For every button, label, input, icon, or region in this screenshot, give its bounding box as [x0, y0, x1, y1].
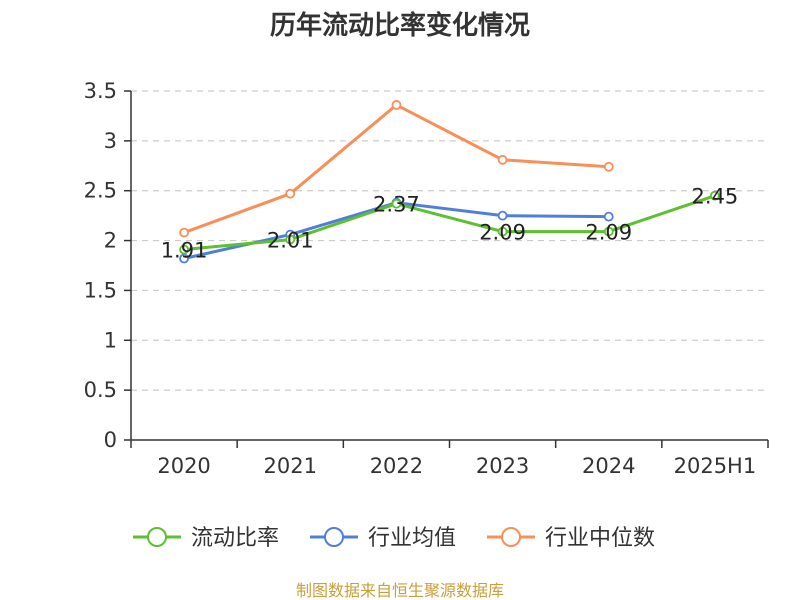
legend-item-0: 流动比率 [133, 526, 279, 551]
legend-label: 行业中位数 [545, 526, 655, 551]
data-point [391, 198, 402, 209]
data-point [179, 253, 189, 264]
legend-item-2: 行业中位数 [487, 526, 655, 551]
data-point [285, 234, 296, 245]
legend: 流动比率 行业均值 行业中位数 [133, 526, 655, 551]
axes: 0 0.5 1 1.5 2 2.5 3 3.5 2020 2021 2022 2023 2024 2025… [84, 79, 769, 478]
data-point [497, 226, 508, 237]
x-tick-label: 2020 [157, 454, 210, 478]
data-point [179, 244, 189, 255]
series-group [179, 100, 720, 264]
series-2 [179, 100, 614, 238]
data-labels: 1.91 2.01 2.37 2.09 2.09 2.45 [161, 185, 739, 263]
data-point [710, 190, 720, 201]
series-line-0 [183, 194, 716, 252]
series-0 [179, 190, 720, 255]
y-tick-label: 0.5 [84, 378, 117, 402]
x-tick-label: 2022 [370, 454, 423, 478]
y-tick-label: 0 [104, 428, 117, 452]
data-point [497, 154, 508, 165]
grid [131, 90, 768, 391]
data-label: 1.91 [161, 239, 208, 263]
data-label: 2.37 [373, 193, 420, 217]
chart-title: 历年流动比率变化情况 [270, 10, 530, 41]
data-label: 2.45 [692, 185, 739, 209]
x-tick-label: 2025H1 [674, 454, 757, 478]
data-point [603, 211, 614, 222]
legend-swatch-marker [501, 527, 521, 547]
y-tick-label: 1 [104, 328, 117, 352]
y-tick-label: 3 [104, 129, 117, 153]
y-tick-label: 3.5 [84, 79, 117, 103]
legend-label: 行业均值 [368, 526, 456, 551]
source-note: 制图数据来自恒生聚源数据库 [296, 581, 504, 600]
legend-label: 流动比率 [191, 526, 279, 551]
data-point [603, 161, 614, 172]
y-tick-label: 1.5 [84, 278, 117, 302]
y-tick-label: 2.5 [84, 179, 117, 203]
data-label: 2.01 [267, 229, 314, 253]
data-point [285, 188, 296, 199]
legend-item-1: 行业均值 [310, 526, 456, 551]
y-tick-label: 2 [104, 229, 117, 253]
x-tick-label: 2021 [264, 454, 317, 478]
data-label: 2.09 [479, 221, 526, 245]
legend-swatch-marker [324, 527, 344, 547]
data-point [603, 226, 614, 237]
x-tick-label: 2023 [476, 454, 529, 478]
data-point [391, 100, 402, 110]
data-label: 2.09 [585, 221, 632, 245]
data-point [497, 210, 508, 221]
legend-swatch-marker [147, 527, 167, 547]
x-tick-label: 2024 [582, 454, 635, 478]
data-point [179, 227, 189, 238]
